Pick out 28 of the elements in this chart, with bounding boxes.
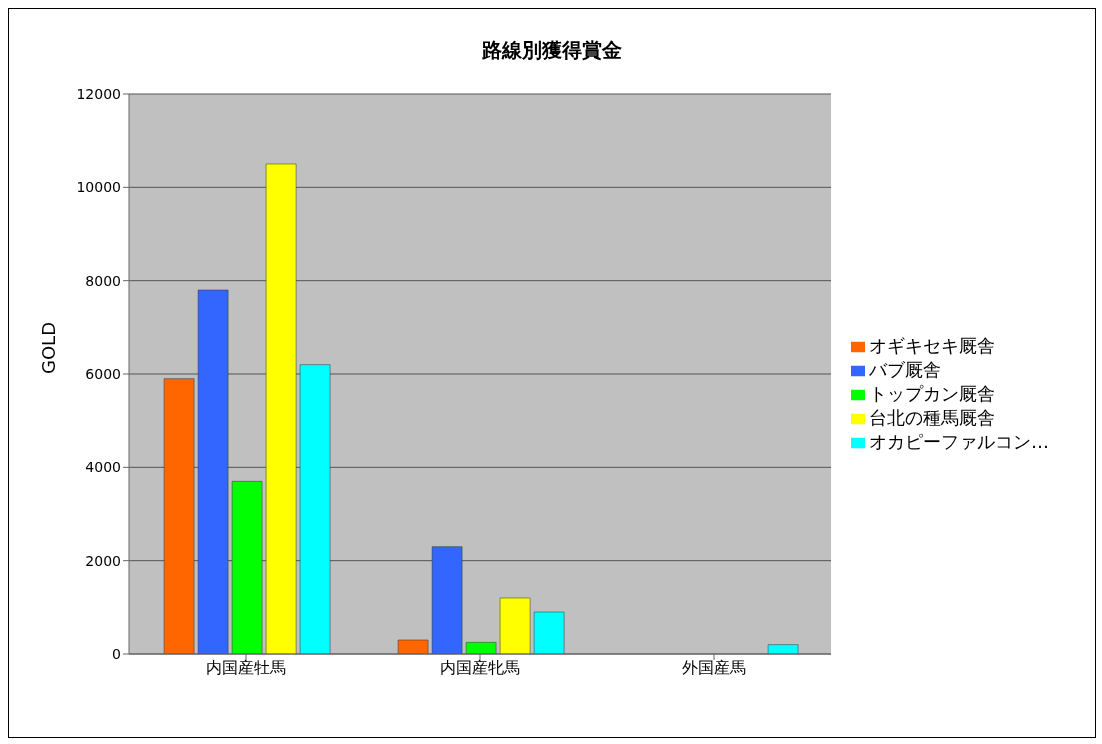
bar [197,289,229,654]
x-tick-label: 外国産馬 [682,658,746,678]
bar [163,378,195,654]
y-tick-label: 12000 [76,85,121,102]
legend-label: オギキセキ厩舎 [869,335,995,356]
legend-label: バブ厩舎 [869,359,941,380]
bar [767,644,799,654]
y-tick-label: 6000 [85,365,121,382]
bar [533,611,565,654]
bar [499,597,531,654]
bar [431,546,463,654]
bar [231,481,263,654]
legend-label: トップカン厩舎 [869,383,995,404]
y-tick-label: 4000 [85,459,121,476]
chart-title: 路線別獲得賞金 [481,37,623,64]
bar [397,639,429,654]
x-tick-label: 内国産牝馬 [440,658,520,678]
bar [299,364,331,654]
legend-label: 台北の種馬厩舎 [869,407,995,428]
y-tick-label: 8000 [85,272,121,289]
y-axis-title: GOLD [38,321,60,374]
y-tick-label: 0 [112,645,121,662]
bar [465,642,497,654]
bar [265,163,297,654]
x-tick-label: 内国産牡馬 [206,658,286,678]
y-tick-label: 10000 [76,179,121,196]
legend-label: オカピーファルコン… [869,431,1049,452]
y-tick-label: 2000 [85,552,121,569]
